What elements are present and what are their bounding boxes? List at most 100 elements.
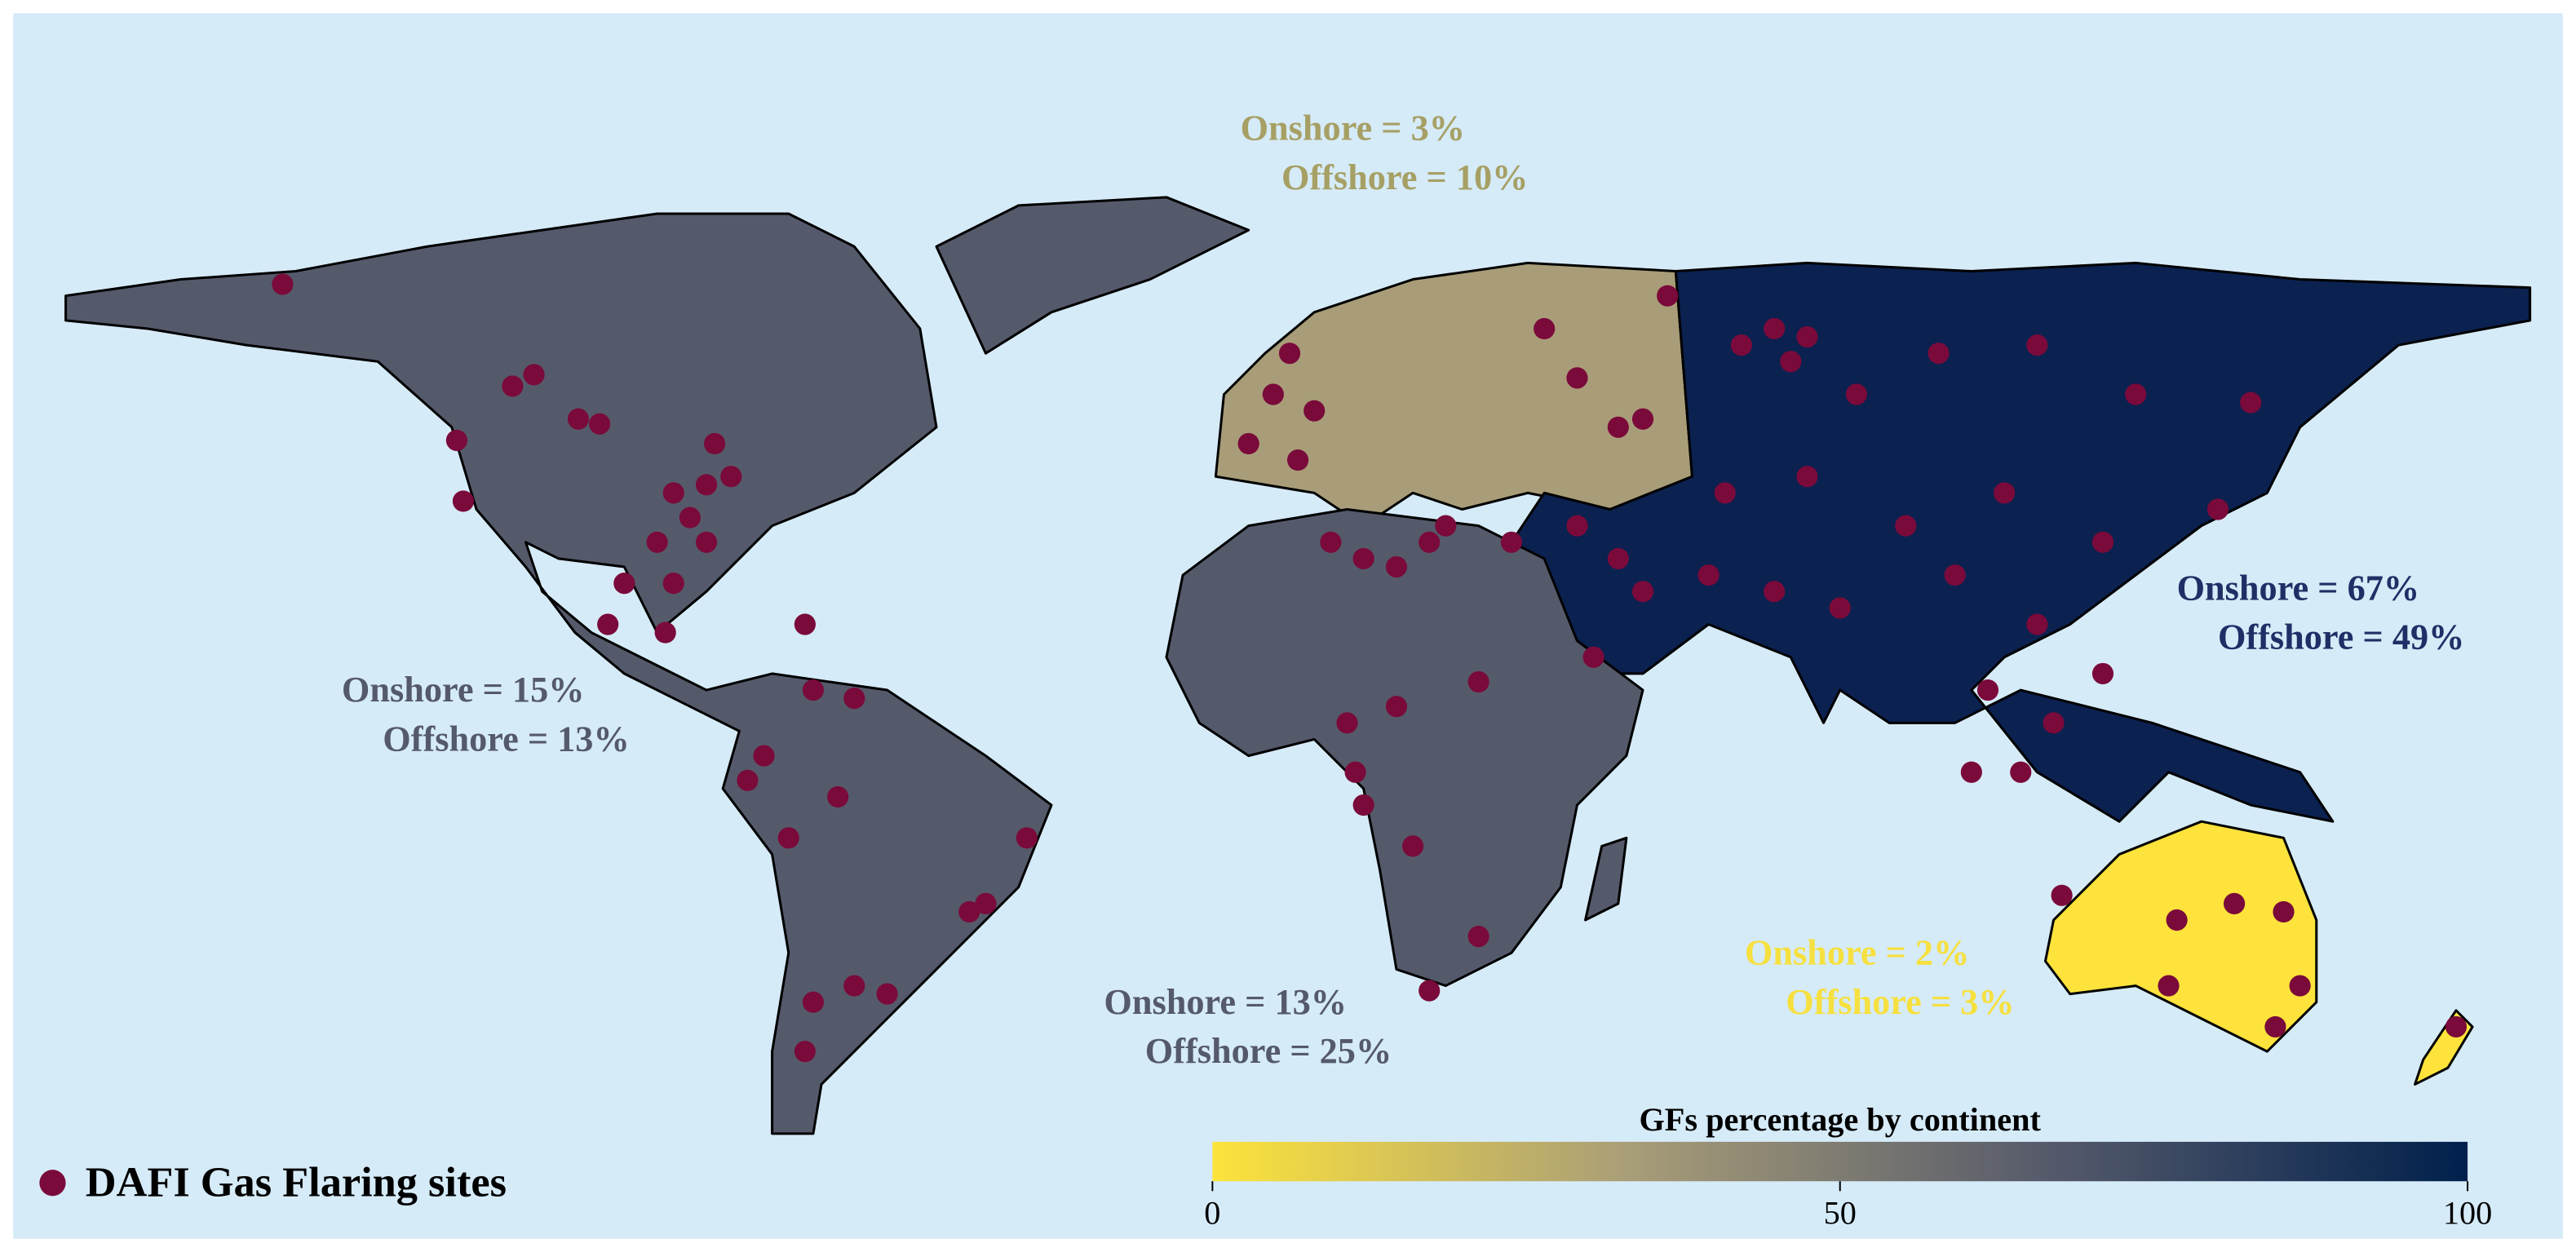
- flaring-site: [1500, 531, 1522, 553]
- flaring-site: [1435, 515, 1457, 537]
- flaring-site: [1278, 343, 1301, 365]
- flaring-site: [1796, 325, 1818, 348]
- flaring-site: [1994, 482, 2016, 504]
- annotation-line: Onshore = 13%: [1104, 982, 1347, 1022]
- annotation-line: Onshore = 15%: [342, 670, 585, 710]
- annotation-line: Onshore = 67%: [2177, 568, 2420, 608]
- madagascar: [1584, 836, 1628, 922]
- flaring-site: [502, 375, 524, 397]
- flaring-site: [597, 613, 619, 635]
- flaring-site: [1976, 679, 1999, 701]
- flaring-site: [1262, 383, 1284, 405]
- flaring-site: [1607, 416, 1629, 438]
- flaring-site: [1960, 761, 1982, 783]
- annotation-line: Offshore = 25%: [1145, 1031, 1392, 1071]
- flaring-site: [1385, 696, 1408, 718]
- flaring-site: [2043, 712, 2065, 734]
- flaring-site: [654, 622, 676, 644]
- flaring-site: [1352, 794, 1374, 816]
- flaring-site: [1714, 482, 1736, 504]
- flaring-site: [827, 785, 849, 808]
- flaring-site: [753, 745, 775, 767]
- flaring-site: [1730, 334, 1752, 356]
- flaring-site: [662, 573, 684, 595]
- flaring-site: [2273, 900, 2295, 923]
- annotation-line: Offshore = 13%: [383, 719, 629, 759]
- americas: [64, 212, 1053, 1135]
- colorbar-tick-label: 50: [1824, 1195, 1857, 1232]
- colorbar: [1212, 1141, 2468, 1182]
- flaring-site: [567, 408, 590, 430]
- flaring-site: [720, 466, 742, 488]
- flaring-site: [802, 679, 825, 701]
- flaring-site: [1764, 581, 1786, 603]
- colorbar-tick-label: 100: [2443, 1195, 2492, 1232]
- flaring-site: [452, 490, 475, 512]
- flaring-site: [1237, 432, 1259, 455]
- flaring-site: [1895, 515, 1917, 537]
- flaring-site: [2026, 334, 2048, 356]
- flaring-site: [1582, 646, 1604, 668]
- flaring-site: [1286, 449, 1309, 471]
- flaring-site: [1566, 367, 1588, 389]
- flaring-site: [794, 613, 816, 635]
- flaring-site: [2289, 975, 2311, 997]
- flaring-site: [445, 429, 467, 452]
- flaring-site: [1534, 317, 1556, 340]
- flaring-site: [1764, 317, 1786, 340]
- flaring-site: [704, 432, 726, 455]
- colorbar-tick-label: 0: [1204, 1195, 1220, 1232]
- flaring-site: [2026, 613, 2048, 635]
- flaring-site: [662, 482, 684, 504]
- greenland: [935, 196, 1250, 355]
- flaring-site: [1631, 408, 1654, 430]
- flaring-site: [958, 900, 980, 923]
- flaring-site: [1385, 555, 1408, 578]
- flaring-site: [2264, 1015, 2286, 1038]
- flaring-site: [1796, 466, 1818, 488]
- flaring-site: [802, 991, 825, 1013]
- flaring-site: [1467, 926, 1489, 948]
- annotation-line: Offshore = 49%: [2218, 617, 2464, 657]
- flaring-site: [613, 573, 635, 595]
- flaring-site: [1697, 564, 1720, 586]
- flaring-site: [695, 474, 718, 496]
- flaring-site: [1566, 515, 1588, 537]
- flaring-site: [777, 827, 799, 849]
- flaring-site: [2158, 975, 2180, 997]
- flaring-site: [679, 507, 701, 529]
- flaring-site: [1928, 343, 1950, 365]
- flaring-site: [1780, 351, 1802, 373]
- annotations: Onshore = 3% Offshore = 10% Onshore = 67% O…: [342, 108, 2465, 1071]
- flaring-site: [1320, 531, 1342, 553]
- flaring-site: [843, 975, 865, 997]
- flaring-site: [1344, 761, 1366, 783]
- flaring-site: [589, 413, 611, 435]
- flaring-site: [1336, 712, 1358, 734]
- flaring-site: [876, 983, 898, 1005]
- flaring-sites: [272, 273, 2468, 1063]
- flaring-site: [523, 364, 545, 386]
- australia: [2043, 820, 2318, 1053]
- flaring-site: [2125, 383, 2147, 405]
- flaring-site: [1467, 670, 1489, 693]
- legend-label: DAFI Gas Flaring sites: [86, 1158, 507, 1206]
- flaring-site: [2091, 662, 2114, 684]
- flaring-site: [2051, 884, 2073, 906]
- flaring-site: [1829, 597, 1851, 619]
- flaring-site: [1016, 827, 1038, 849]
- annotation-line: Offshore = 3%: [1786, 982, 2014, 1022]
- flaring-site: [1944, 564, 1966, 586]
- flaring-site: [737, 769, 759, 791]
- legend-marker: [39, 1170, 66, 1197]
- flaring-site: [2206, 498, 2229, 520]
- africa: [1165, 507, 1644, 988]
- colorbar-ticks: 0 50 100: [1204, 1181, 2492, 1232]
- flaring-site: [1631, 581, 1654, 603]
- flaring-site: [1607, 547, 1629, 570]
- flaring-site: [695, 531, 718, 553]
- flaring-site: [2240, 392, 2262, 414]
- flaring-site: [843, 688, 865, 710]
- flaring-site: [646, 531, 668, 553]
